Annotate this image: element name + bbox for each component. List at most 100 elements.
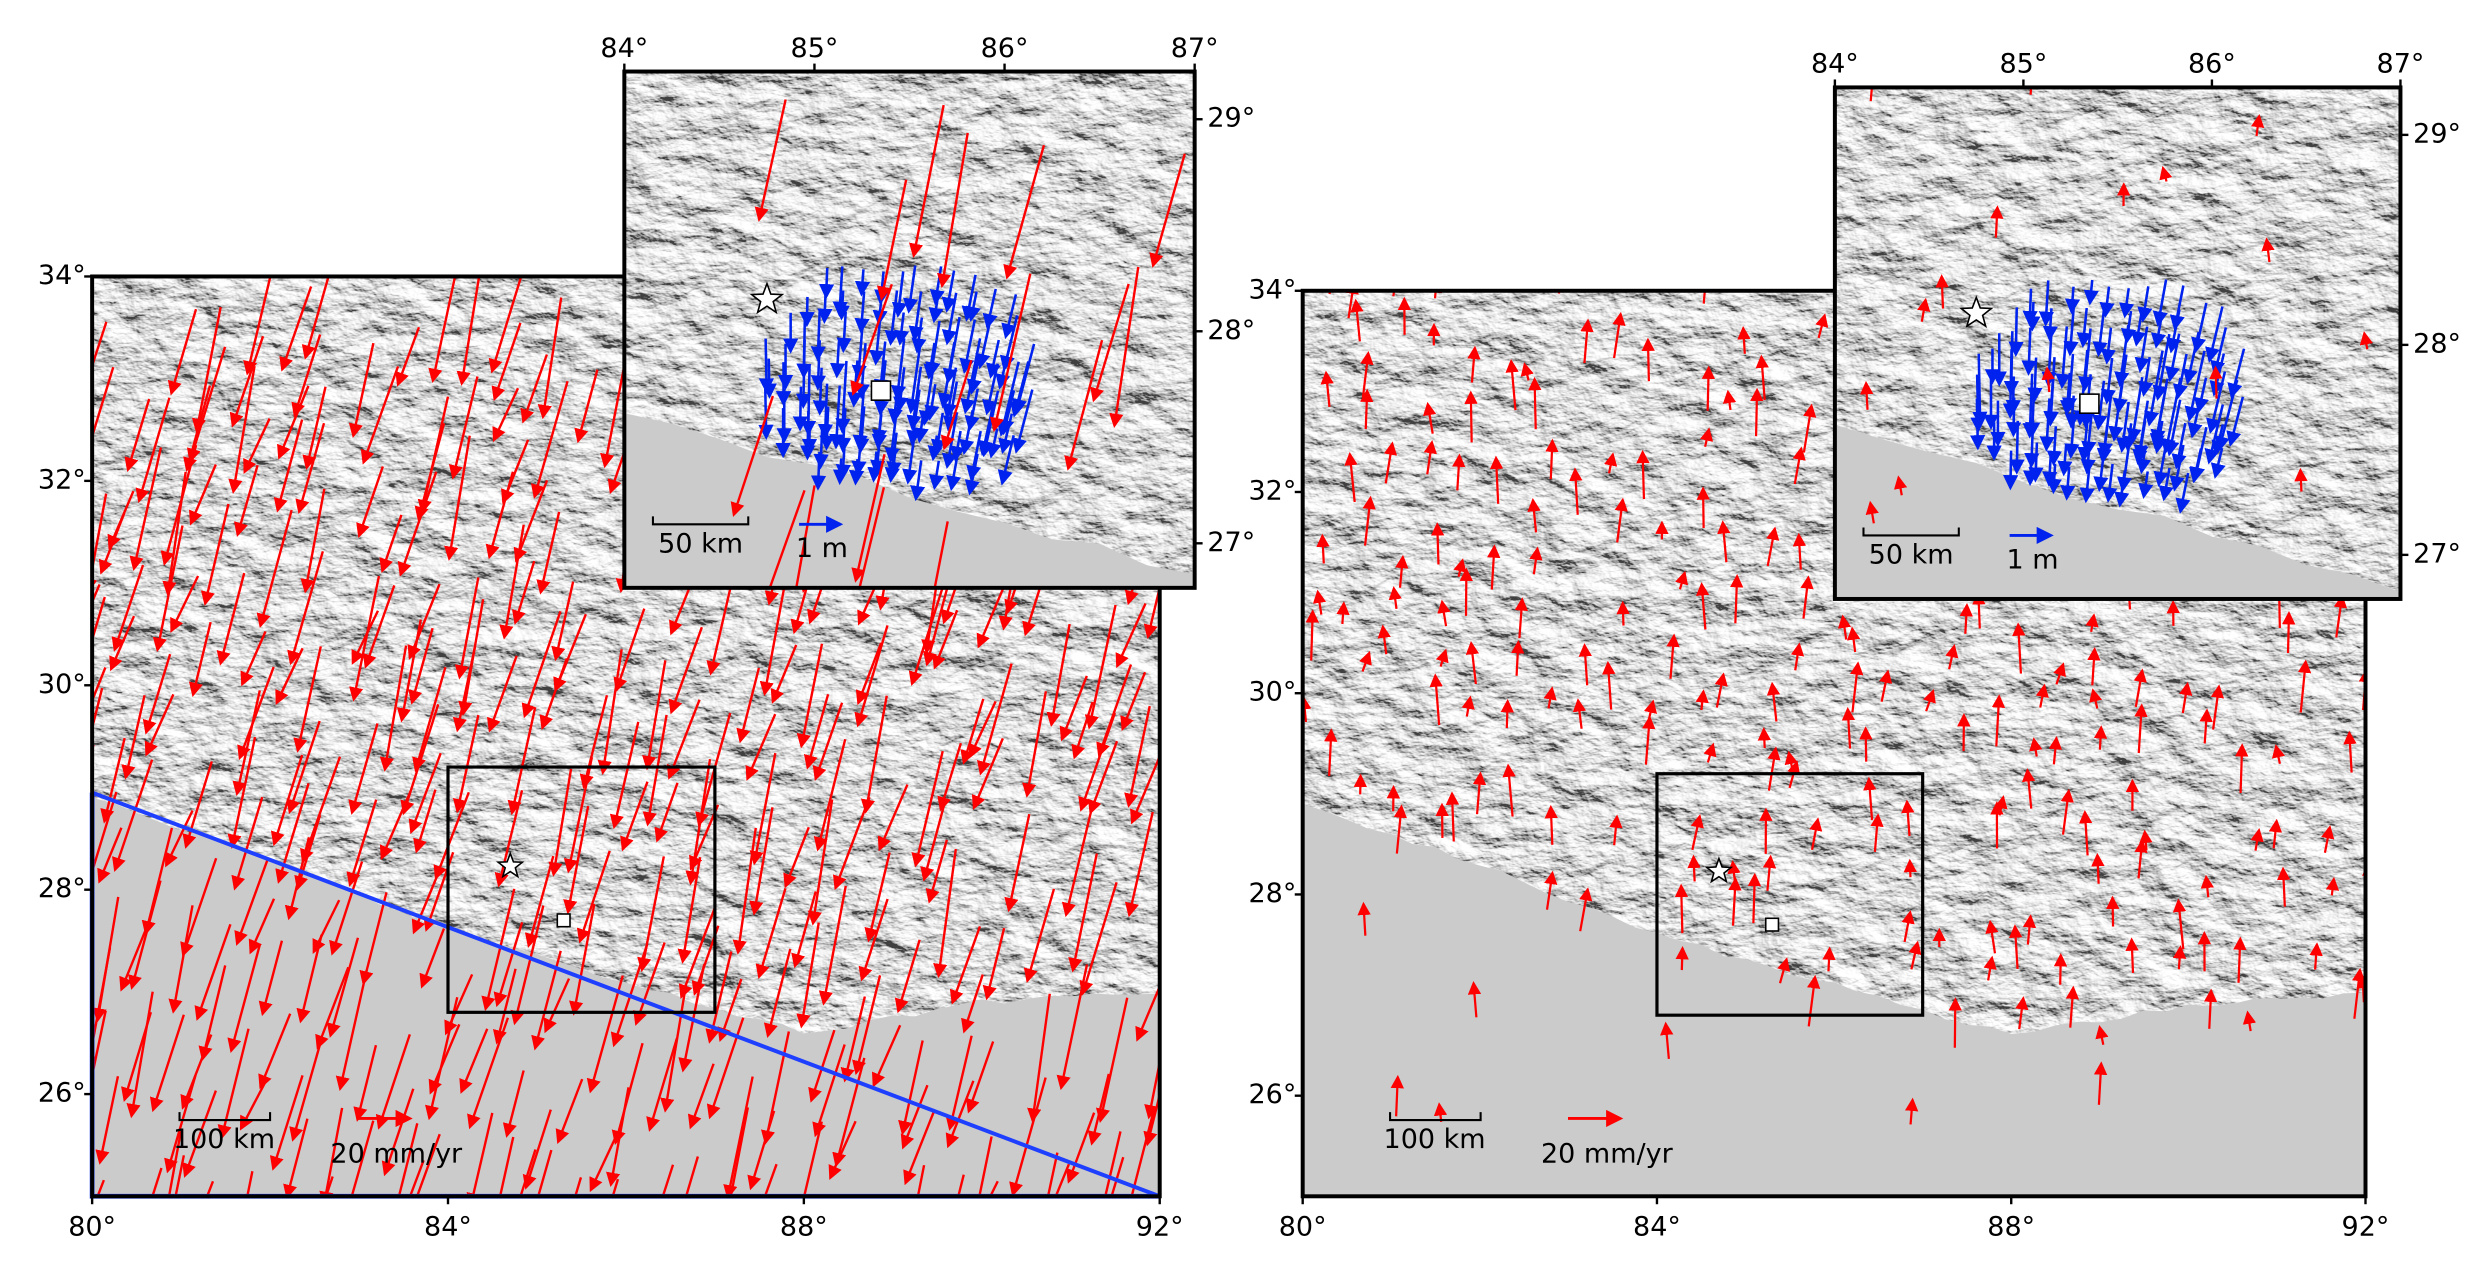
blue-vector bbox=[996, 361, 1020, 437]
red-vector bbox=[200, 503, 230, 606]
red-vector bbox=[796, 643, 824, 749]
red-vector bbox=[840, 996, 867, 1083]
red-vector bbox=[1423, 440, 1437, 475]
red-vector bbox=[989, 1180, 999, 1197]
red-vector bbox=[1124, 811, 1154, 918]
red-vector bbox=[92, 493, 108, 594]
red-vector bbox=[850, 283, 893, 396]
red-vector bbox=[706, 582, 733, 676]
red-vector bbox=[216, 572, 246, 666]
blue-vector bbox=[810, 451, 827, 491]
red-vector bbox=[2371, 822, 2375, 861]
red-vector bbox=[1423, 401, 1437, 434]
red-vector bbox=[1612, 311, 1626, 359]
red-vector bbox=[2294, 467, 2308, 492]
red-vector bbox=[186, 346, 227, 463]
red-vector bbox=[1792, 446, 1806, 485]
red-vector bbox=[687, 1063, 715, 1130]
red-vector bbox=[2021, 768, 2036, 809]
red-vector bbox=[194, 923, 232, 1021]
red-vector bbox=[466, 1112, 494, 1197]
vector-scale-label: 20 mm/yr bbox=[1541, 1138, 1674, 1169]
red-vector bbox=[492, 387, 520, 443]
scale-label: 50 km bbox=[658, 528, 743, 559]
red-vector bbox=[2087, 646, 2101, 686]
red-vector bbox=[1674, 883, 1689, 934]
red-vector bbox=[1901, 910, 1915, 943]
red-vector bbox=[188, 621, 212, 697]
blue-vector bbox=[2172, 353, 2188, 400]
blue-vector bbox=[2025, 301, 2041, 332]
red-vector bbox=[2078, 809, 2093, 856]
red-vector bbox=[1360, 351, 1374, 398]
red-vector bbox=[1096, 664, 1133, 758]
red-vector bbox=[860, 695, 888, 814]
red-vector bbox=[637, 856, 666, 973]
red-vector bbox=[531, 380, 569, 499]
red-vector bbox=[237, 666, 275, 761]
red-vector bbox=[1572, 698, 1587, 729]
red-vector bbox=[301, 276, 330, 360]
red-vector bbox=[1345, 290, 1359, 319]
blue-vector bbox=[2194, 377, 2209, 414]
site-marker bbox=[1764, 917, 1780, 932]
blue-vector bbox=[2184, 350, 2206, 422]
red-vector bbox=[1316, 533, 1330, 564]
lat-tick-label: 32° bbox=[38, 464, 86, 495]
red-vector bbox=[1766, 681, 1781, 722]
red-vector bbox=[2209, 365, 2223, 399]
red-vector bbox=[903, 1111, 935, 1186]
red-vector bbox=[227, 944, 262, 1054]
red-vector bbox=[586, 975, 624, 1094]
red-vector bbox=[2029, 737, 2043, 757]
blue-vector bbox=[906, 366, 923, 431]
lon-tick-label: 84° bbox=[1633, 1212, 1681, 1243]
red-vector bbox=[1046, 623, 1071, 727]
red-vector bbox=[1616, 600, 1630, 626]
lon-tick-label: 85° bbox=[1999, 49, 2047, 80]
red-vector bbox=[2242, 1010, 2257, 1032]
red-vector bbox=[112, 759, 154, 872]
red-vector bbox=[279, 286, 313, 372]
red-vector bbox=[2015, 996, 2029, 1030]
lat-tick-label: 32° bbox=[1248, 475, 1296, 506]
scale-bar bbox=[178, 1112, 272, 1122]
red-vector bbox=[151, 1167, 163, 1197]
red-vector bbox=[1383, 441, 1398, 484]
red-vector bbox=[2359, 331, 2373, 350]
red-vector bbox=[2085, 613, 2099, 632]
red-vector bbox=[2060, 788, 2074, 835]
red-vector bbox=[1428, 290, 1443, 299]
red-vector bbox=[300, 488, 326, 594]
blue-vector bbox=[2028, 442, 2044, 483]
red-vector bbox=[660, 984, 688, 1113]
red-vector bbox=[1320, 370, 1334, 407]
red-vector bbox=[1489, 455, 1504, 504]
blue-vector bbox=[2003, 331, 2019, 397]
blue-vector bbox=[2097, 395, 2113, 459]
vector-scale-label: 20 mm/yr bbox=[330, 1138, 463, 1169]
red-vector bbox=[795, 485, 816, 588]
red-vector bbox=[170, 575, 200, 633]
red-vector bbox=[448, 376, 479, 480]
red-vector bbox=[397, 471, 438, 577]
red-vector bbox=[1143, 582, 1160, 640]
red-vector bbox=[1505, 359, 1519, 411]
red-vector bbox=[248, 898, 276, 955]
red-vector bbox=[723, 1076, 754, 1197]
red-vector bbox=[1027, 993, 1051, 1123]
red-vector bbox=[1360, 388, 1374, 430]
red-vector bbox=[142, 653, 172, 735]
red-vector bbox=[291, 334, 322, 418]
lon-tick-label: 80° bbox=[68, 1212, 116, 1243]
red-vector bbox=[511, 560, 536, 625]
red-vector bbox=[231, 796, 264, 891]
lon-tick-label: 80° bbox=[1279, 1212, 1327, 1243]
red-vector bbox=[277, 385, 310, 460]
inset-lowland bbox=[624, 413, 1195, 588]
blue-vector bbox=[2134, 326, 2150, 373]
red-vector bbox=[1767, 746, 1781, 791]
red-vector bbox=[502, 1070, 525, 1138]
red-vector bbox=[1893, 475, 1908, 496]
